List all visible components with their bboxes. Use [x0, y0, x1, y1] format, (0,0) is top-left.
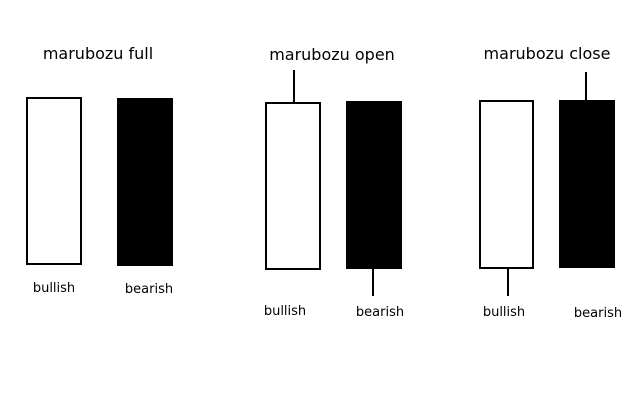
candle-body-bullish — [479, 100, 534, 269]
candle-body-bearish — [117, 98, 173, 266]
candle-label-bullish: bullish — [483, 305, 525, 320]
candle-label-bearish: bearish — [125, 282, 173, 297]
candle-full-bearish: bearish — [117, 98, 173, 297]
group-title-marubozu-open: marubozu open — [269, 45, 395, 64]
candle-body-bearish — [346, 101, 402, 269]
group-title-marubozu-full: marubozu full — [43, 44, 153, 63]
group-title-marubozu-close: marubozu close — [484, 44, 611, 63]
candle-label-bullish: bullish — [33, 281, 75, 296]
candle-body-bearish — [559, 100, 615, 268]
candle-body-bullish — [265, 102, 321, 270]
candle-close-bullish: bullish — [479, 100, 534, 320]
candle-open-bullish: bullish — [264, 70, 321, 319]
candle-body-bullish — [26, 97, 82, 265]
candle-close-bearish: bearish — [559, 72, 622, 321]
candle-label-bullish: bullish — [264, 304, 306, 319]
group-marubozu-full: marubozu full bullish bearish — [26, 44, 173, 297]
candle-open-bearish: bearish — [346, 101, 404, 320]
candle-label-bearish: bearish — [356, 305, 404, 320]
candle-label-bearish: bearish — [574, 306, 622, 321]
candle-full-bullish: bullish — [26, 97, 82, 296]
group-marubozu-open: marubozu open bullish bearish — [264, 45, 404, 320]
group-marubozu-close: marubozu close bullish bearish — [479, 44, 622, 321]
